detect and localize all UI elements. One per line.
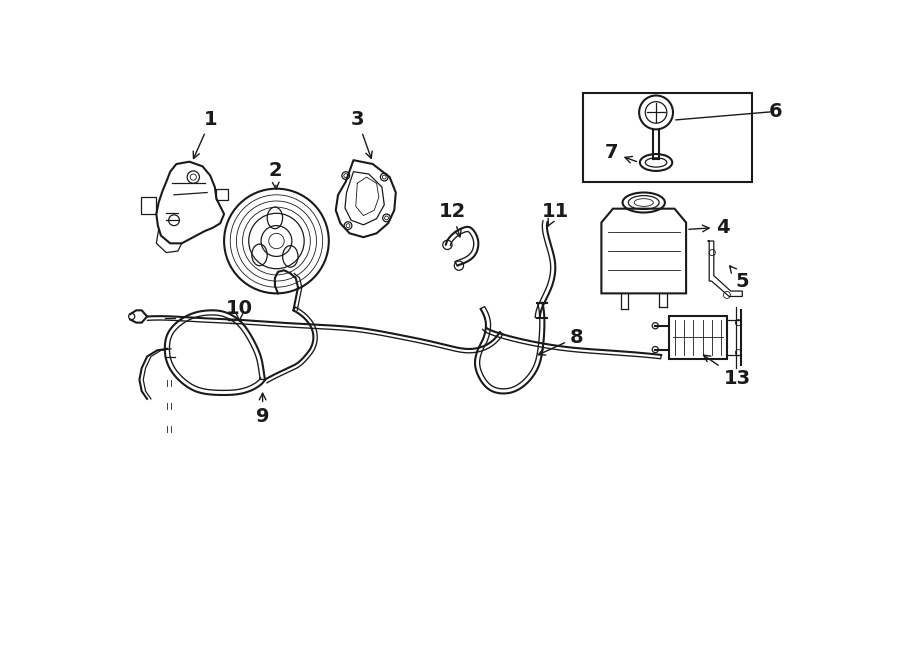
Text: 12: 12 — [438, 202, 465, 237]
Text: 11: 11 — [542, 202, 569, 227]
Text: 6: 6 — [769, 102, 782, 121]
Text: 7: 7 — [605, 143, 636, 163]
Bar — [216, 190, 228, 200]
Text: 13: 13 — [704, 355, 751, 387]
Bar — [583, 93, 752, 182]
Text: 9: 9 — [256, 393, 269, 426]
Text: 4: 4 — [688, 217, 730, 237]
Text: 2: 2 — [268, 161, 282, 189]
Text: 5: 5 — [730, 266, 749, 291]
Text: 10: 10 — [226, 299, 253, 321]
Text: 3: 3 — [351, 110, 372, 159]
Text: 8: 8 — [538, 328, 583, 355]
Text: 1: 1 — [194, 110, 218, 159]
Bar — [141, 197, 157, 214]
Bar — [669, 317, 727, 359]
